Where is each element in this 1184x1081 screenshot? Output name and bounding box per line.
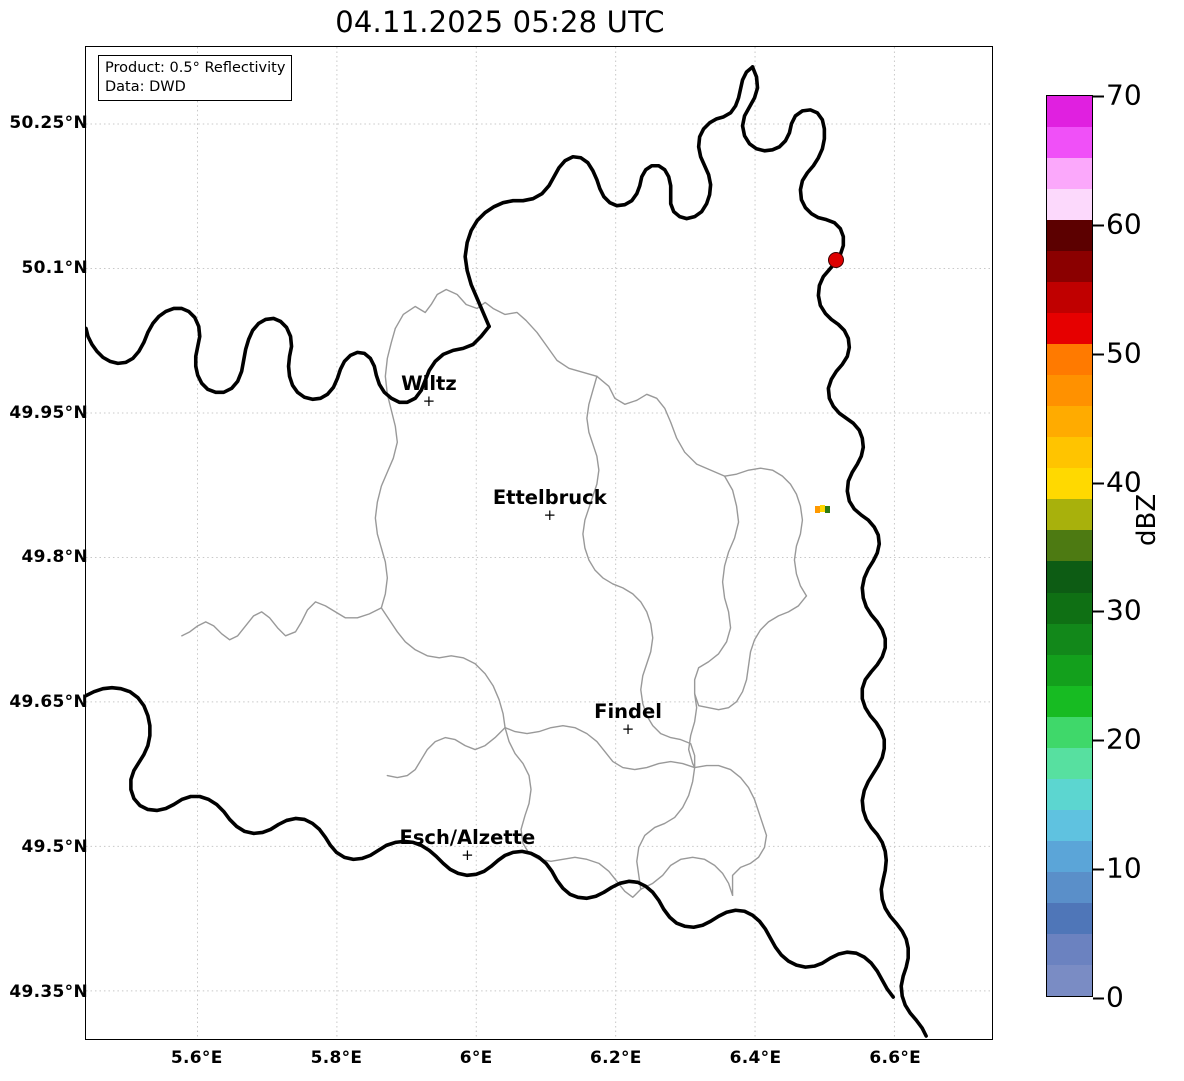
city-label: Ettelbruck xyxy=(492,486,607,510)
colorbar-tick-mark-icon xyxy=(1093,610,1104,613)
colorbar-band-19 xyxy=(1047,685,1092,717)
colorbar-band-16 xyxy=(1047,592,1092,624)
colorbar-tick-40: 40 xyxy=(1093,465,1142,498)
city-label: Esch/Alzette xyxy=(399,825,536,849)
radar-echo-cell-pixel xyxy=(825,506,831,514)
colorbar-band-8 xyxy=(1047,344,1092,376)
colorbar-band-9 xyxy=(1047,375,1092,407)
colorbar-tick-mark-icon xyxy=(1093,353,1104,356)
colorbar-band-4 xyxy=(1047,220,1092,252)
x-axis-tick-0: 5.6°E xyxy=(170,1048,223,1068)
colorbar-band-23 xyxy=(1047,809,1092,841)
radar-map-plot[interactable]: Product: 0.5° Reflectivity Data: DWD Wil… xyxy=(85,46,993,1040)
colorbar-band-25 xyxy=(1047,871,1092,903)
y-axis-tick-0: 50.25°N xyxy=(9,113,88,134)
colorbar-tick-mark-icon xyxy=(1093,482,1104,485)
city-point-icon: + xyxy=(461,845,474,864)
colorbar-tick-mark-icon xyxy=(1093,739,1104,742)
radar-echo-cell-dot xyxy=(828,252,845,269)
colorbar-band-3 xyxy=(1047,189,1092,221)
city-point-icon: + xyxy=(422,392,436,411)
city-marker-findel: Findel + xyxy=(594,700,662,739)
radar-echo-cell-pixel xyxy=(820,505,826,513)
page-title: 04.11.2025 05:28 UTC xyxy=(335,5,665,39)
city-point-icon: + xyxy=(543,506,557,525)
y-axis-tick-5: 49.5°N xyxy=(21,836,88,857)
product-info-box: Product: 0.5° Reflectivity Data: DWD xyxy=(98,55,293,101)
y-axis-tick-4: 49.65°N xyxy=(9,692,88,713)
y-axis-tick-3: 49.8°N xyxy=(21,547,88,568)
colorbar-tick-0: 0 xyxy=(1093,981,1124,1014)
colorbar-tick-50: 50 xyxy=(1093,336,1142,369)
colorbar-tick-70: 70 xyxy=(1093,79,1142,112)
city-marker-ettelbruck: Ettelbruck + xyxy=(492,486,607,525)
colorbar-tick-text: 60 xyxy=(1106,207,1142,241)
colorbar-band-2 xyxy=(1047,158,1092,190)
city-marker-wiltz: Wiltz + xyxy=(401,372,457,411)
canton-boundaries xyxy=(181,288,808,898)
colorbar-tick-mark-icon xyxy=(1093,868,1104,871)
x-axis-tick-1: 5.8°E xyxy=(310,1048,363,1068)
colorbar-band-12 xyxy=(1047,468,1092,500)
x-axis-tick-5: 6.6°E xyxy=(869,1048,922,1068)
city-marker-esch-alzette: Esch/Alzette + xyxy=(399,825,536,864)
data-source-line: Data: DWD xyxy=(105,78,186,95)
map-canvas xyxy=(86,47,992,1039)
city-label: Wiltz xyxy=(401,372,457,396)
colorbar-band-13 xyxy=(1047,499,1092,531)
colorbar-band-27 xyxy=(1047,933,1092,965)
radar-echo-cell-pixel xyxy=(815,506,821,514)
colorbar-band-17 xyxy=(1047,623,1092,655)
colorbar-band-22 xyxy=(1047,778,1092,810)
colorbar-tick-mark-icon xyxy=(1093,997,1104,1000)
colorbar-tick-text: 0 xyxy=(1106,980,1124,1014)
colorbar-band-28 xyxy=(1047,964,1092,996)
colorbar-band-0 xyxy=(1047,96,1092,128)
city-label: Findel xyxy=(594,700,662,724)
colorbar-tick-text: 20 xyxy=(1106,722,1142,756)
colorbar-tick-30: 30 xyxy=(1093,594,1142,627)
colorbar-axis-label: dBZ xyxy=(1132,493,1162,546)
colorbar-tick-10: 10 xyxy=(1093,852,1142,885)
y-axis-tick-2: 49.95°N xyxy=(9,402,88,423)
colorbar-band-5 xyxy=(1047,251,1092,283)
product-line: Product: 0.5° Reflectivity xyxy=(105,60,286,76)
city-point-icon: + xyxy=(621,720,635,739)
colorbar-tick-text: 40 xyxy=(1106,465,1142,499)
y-axis-tick-1: 50.1°N xyxy=(21,257,88,278)
colorbar-tick-mark-icon xyxy=(1093,95,1104,98)
colorbar[interactable] xyxy=(1046,95,1093,997)
colorbar-band-26 xyxy=(1047,902,1092,934)
colorbar-band-21 xyxy=(1047,747,1092,779)
colorbar-band-18 xyxy=(1047,654,1092,686)
colorbar-tick-text: 70 xyxy=(1106,78,1142,112)
colorbar-band-1 xyxy=(1047,127,1092,159)
colorbar-band-10 xyxy=(1047,406,1092,438)
colorbar-band-24 xyxy=(1047,840,1092,872)
x-axis-tick-3: 6.2°E xyxy=(589,1048,642,1068)
colorbar-tick-text: 30 xyxy=(1106,593,1142,627)
colorbar-band-15 xyxy=(1047,561,1092,593)
colorbar-band-14 xyxy=(1047,530,1092,562)
colorbar-band-20 xyxy=(1047,716,1092,748)
x-axis-tick-2: 6°E xyxy=(459,1048,493,1068)
national-border-luxembourg xyxy=(86,65,928,1038)
colorbar-band-6 xyxy=(1047,282,1092,314)
colorbar-tick-text: 10 xyxy=(1106,851,1142,885)
colorbar-tick-text: 50 xyxy=(1106,336,1142,370)
colorbar-tick-20: 20 xyxy=(1093,723,1142,756)
y-axis-tick-6: 49.35°N xyxy=(9,981,88,1002)
colorbar-tick-mark-icon xyxy=(1093,224,1104,227)
colorbar-band-7 xyxy=(1047,313,1092,345)
colorbar-tick-60: 60 xyxy=(1093,207,1142,240)
x-axis-tick-4: 6.4°E xyxy=(729,1048,782,1068)
colorbar-band-11 xyxy=(1047,437,1092,469)
